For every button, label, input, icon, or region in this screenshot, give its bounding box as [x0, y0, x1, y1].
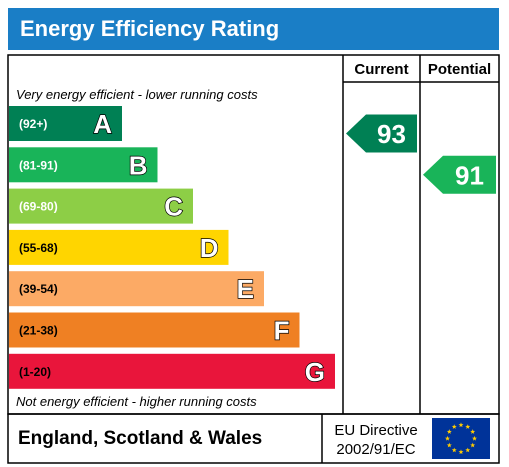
rating-bands: (92+) A (81-91) B (69-80) C (55-68) D (39-54) E (2… — [9, 106, 335, 389]
band-g: (1-20) G — [9, 353, 335, 389]
band-f-range: (21-38) — [19, 324, 58, 338]
band-c-bar — [9, 188, 193, 224]
eu-star-icon — [446, 442, 452, 448]
eu-star-icon — [465, 424, 471, 429]
chart-title: Energy Efficiency Rating — [20, 16, 279, 41]
column-header-current: Current — [354, 61, 408, 78]
eu-directive-line1: EU Directive — [334, 422, 417, 439]
band-g-range: (1-20) — [19, 365, 51, 379]
footer-region: England, Scotland & Wales — [18, 428, 262, 449]
eu-star-icon — [470, 429, 476, 434]
potential-rating-value: 91 — [455, 160, 484, 190]
band-f: (21-38) F — [9, 312, 300, 348]
band-e-letter: E — [237, 274, 254, 304]
band-b-bar — [9, 147, 158, 183]
band-a-bar — [9, 106, 122, 141]
band-f-letter: F — [274, 316, 290, 346]
eu-star-icon — [472, 435, 477, 441]
title-bar — [8, 8, 499, 50]
bottom-note: Not energy efficient - higher running co… — [16, 394, 257, 409]
band-c-letter: C — [164, 192, 183, 222]
band-c-range: (69-80) — [19, 200, 58, 214]
band-a-letter: A — [93, 109, 112, 139]
band-g-letter: G — [305, 357, 325, 387]
eu-star-icon — [451, 424, 457, 429]
band-d-letter: D — [200, 233, 219, 263]
eu-star-icon — [445, 435, 450, 441]
band-c: (69-80) C — [9, 188, 193, 224]
eu-flag-icon — [432, 418, 490, 459]
footer-frame — [7, 413, 500, 464]
eu-star-icon — [451, 447, 457, 453]
band-e: (39-54) E — [9, 271, 264, 307]
eu-star-icon — [458, 422, 464, 428]
eu-star-icon — [465, 447, 471, 453]
eu-star-icon — [458, 449, 464, 455]
column-header-potential: Potential — [428, 61, 491, 78]
band-e-bar — [9, 271, 264, 307]
band-a-range: (92+) — [19, 117, 47, 131]
eu-star-icon — [446, 429, 452, 434]
band-b: (81-91) B — [9, 147, 158, 183]
top-note: Very energy efficient - lower running co… — [16, 87, 258, 102]
band-b-range: (81-91) — [19, 158, 58, 172]
current-rating-value: 93 — [377, 119, 406, 149]
band-e-range: (39-54) — [19, 282, 58, 296]
current-rating-arrow — [346, 114, 417, 153]
eu-directive-line2: 2002/91/EC — [336, 441, 415, 458]
band-d-range: (55-68) — [19, 241, 58, 255]
current-rating-marker: 93 — [346, 114, 417, 153]
potential-rating-marker: 91 — [423, 155, 496, 194]
band-g-bar — [9, 353, 335, 389]
eu-star-icon — [470, 442, 476, 448]
band-d-bar — [9, 229, 229, 265]
band-f-bar — [9, 312, 300, 348]
band-a: (92+) A — [9, 106, 122, 141]
potential-rating-arrow — [423, 155, 496, 194]
band-d: (55-68) D — [9, 229, 229, 265]
band-b-letter: B — [129, 150, 148, 180]
